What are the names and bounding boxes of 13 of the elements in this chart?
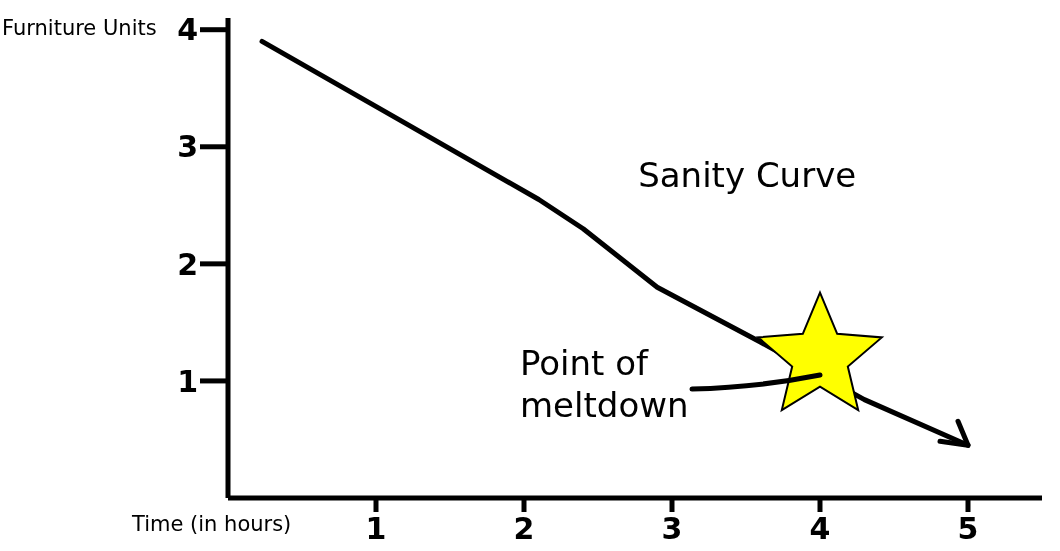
y-tick-label: 4	[177, 12, 198, 48]
x-axis-title: Time (in hours)	[132, 512, 292, 536]
series-label: Sanity Curve	[638, 155, 857, 196]
y-tick-label: 3	[177, 129, 198, 165]
y-tick-label: 2	[177, 246, 198, 282]
x-tick-label: 2	[513, 511, 535, 547]
x-tick-label: 3	[661, 511, 683, 547]
y-axis-title: Furniture Units	[2, 16, 157, 40]
x-tick-label: 4	[809, 511, 831, 547]
x-tick-label: 5	[957, 511, 979, 547]
x-tick-label: 1	[365, 511, 387, 547]
y-tick-label: 1	[177, 363, 198, 399]
annotation: Point of meltdown	[520, 343, 689, 426]
